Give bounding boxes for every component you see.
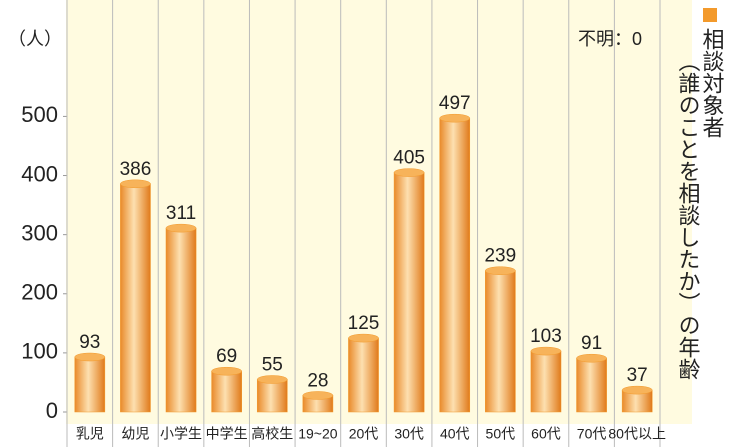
value-label: 28	[307, 370, 328, 391]
bar	[530, 350, 562, 413]
legend-swatch	[703, 8, 717, 22]
bar	[576, 357, 607, 413]
value-label: 311	[166, 203, 196, 224]
x-tick-label: 60代	[531, 426, 561, 442]
bar	[485, 270, 516, 413]
value-label: 91	[581, 333, 602, 354]
x-tick-label: 乳児	[76, 426, 104, 442]
x-tick-label: 小学生	[160, 426, 202, 442]
bar-top	[393, 168, 425, 177]
x-tick-label: 20代	[349, 426, 379, 442]
bar-top	[302, 391, 334, 400]
bar	[165, 227, 197, 413]
bar	[120, 183, 151, 413]
x-tick-label: 幼児	[121, 426, 149, 442]
value-label: 37	[627, 365, 648, 386]
value-label: 69	[216, 346, 237, 367]
bar-top	[120, 179, 151, 189]
x-tick-label: 30代	[394, 426, 424, 442]
value-label: 405	[393, 148, 425, 169]
bar-top	[74, 352, 106, 362]
bar	[256, 379, 288, 413]
bar-top	[211, 366, 242, 376]
x-tick-label: 高校生	[251, 426, 293, 442]
legend-label: 相談対象者	[700, 28, 725, 138]
bar	[211, 370, 242, 413]
x-tick-label: 70代	[577, 426, 607, 442]
bar	[74, 356, 106, 413]
value-label: 497	[439, 93, 471, 114]
bar-top	[485, 266, 516, 275]
bar-top	[165, 223, 197, 233]
y-tick-label: 0	[46, 398, 58, 423]
y-axis-label: （人）	[8, 29, 62, 49]
bar-top	[256, 375, 288, 384]
bar-top	[621, 385, 653, 395]
y-tick-label: 500	[21, 102, 58, 127]
bar	[439, 117, 471, 413]
x-tick-label: 中学生	[206, 426, 248, 442]
subtitle: （誰のことを相談したか）の年齢	[676, 50, 701, 380]
value-label: 93	[79, 332, 100, 353]
bar-top	[439, 113, 471, 123]
x-tick-label: 50代	[486, 426, 516, 442]
bar	[393, 172, 425, 413]
value-label: 103	[530, 326, 562, 347]
value-label: 239	[484, 246, 516, 267]
bar-top	[348, 333, 379, 343]
y-tick-label: 200	[21, 280, 58, 305]
y-tick-label: 100	[21, 339, 58, 364]
x-tick-label: 80代以上	[608, 426, 666, 442]
x-tick-label: 40代	[440, 426, 470, 442]
bar	[348, 337, 379, 413]
value-label: 386	[120, 159, 152, 180]
value-label: 125	[348, 313, 380, 334]
bar-top	[576, 353, 607, 363]
y-tick-label: 400	[21, 161, 58, 186]
annotation: 不明：0	[578, 29, 642, 49]
value-label: 55	[262, 355, 283, 376]
y-tick-label: 300	[21, 220, 58, 245]
bar-top	[530, 346, 562, 356]
x-tick-label: 19~20	[298, 426, 338, 442]
